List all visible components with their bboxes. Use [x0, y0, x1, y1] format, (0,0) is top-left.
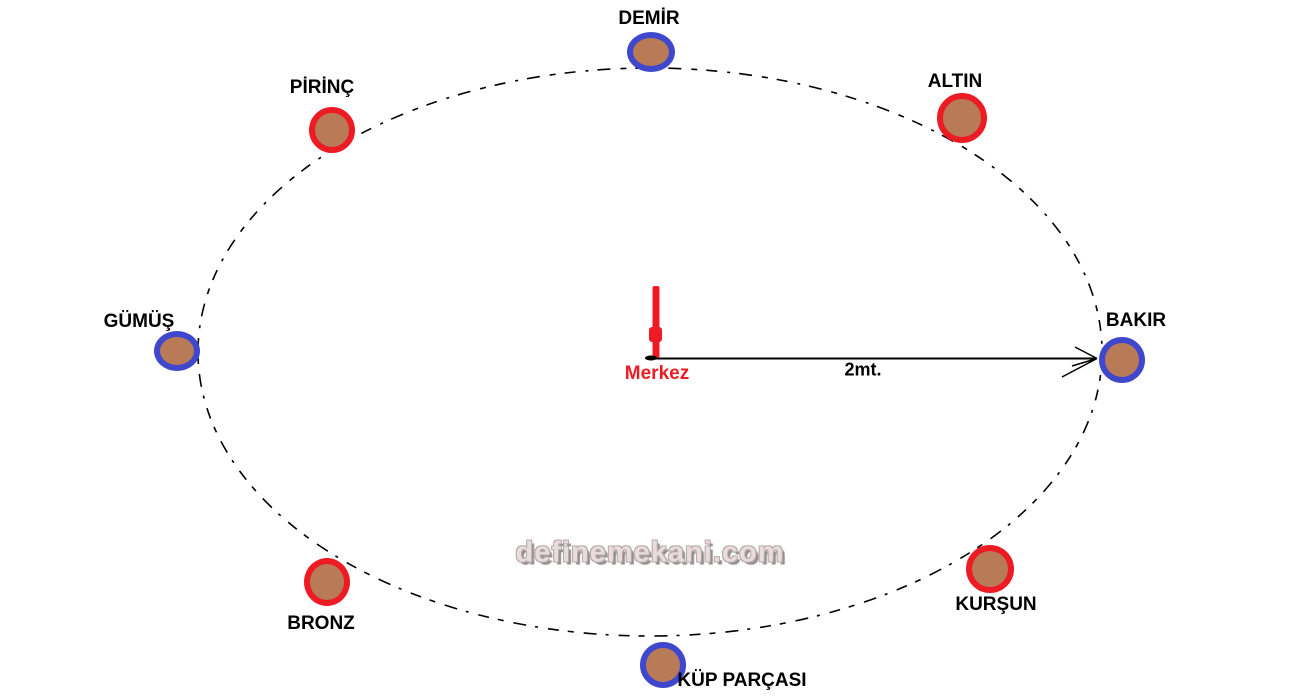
coin-label-altin: ALTIN [927, 71, 983, 92]
coin-demir [627, 32, 675, 72]
coin-bronz [304, 558, 350, 606]
center-pin [652, 286, 660, 358]
coin-label-demir: DEMİR [618, 8, 680, 29]
coin-bakir [1099, 337, 1145, 383]
center-label: Merkez [624, 363, 690, 384]
distance-label: 2mt. [844, 359, 882, 380]
coin-kursun [966, 545, 1014, 593]
coin-label-gumus: GÜMÜŞ [103, 311, 175, 332]
distance-arrow-head [1061, 346, 1098, 378]
coin-kup-parcasi [640, 642, 686, 688]
coin-label-pirinc: PİRİNÇ [289, 77, 355, 98]
coin-label-bakir: BAKIR [1105, 310, 1167, 331]
coin-gumus [154, 331, 200, 371]
coin-label-kursun: KURŞUN [955, 594, 1037, 615]
coin-altin [937, 93, 987, 143]
watermark-text: definemekani.com [515, 536, 785, 569]
coin-pirinc [309, 107, 355, 153]
coin-label-kup-parcasi: KÜP PARÇASI [677, 670, 807, 691]
center-pin-bulge [649, 327, 662, 342]
coin-label-bronz: BRONZ [287, 613, 355, 634]
center-base-dot [645, 355, 657, 361]
